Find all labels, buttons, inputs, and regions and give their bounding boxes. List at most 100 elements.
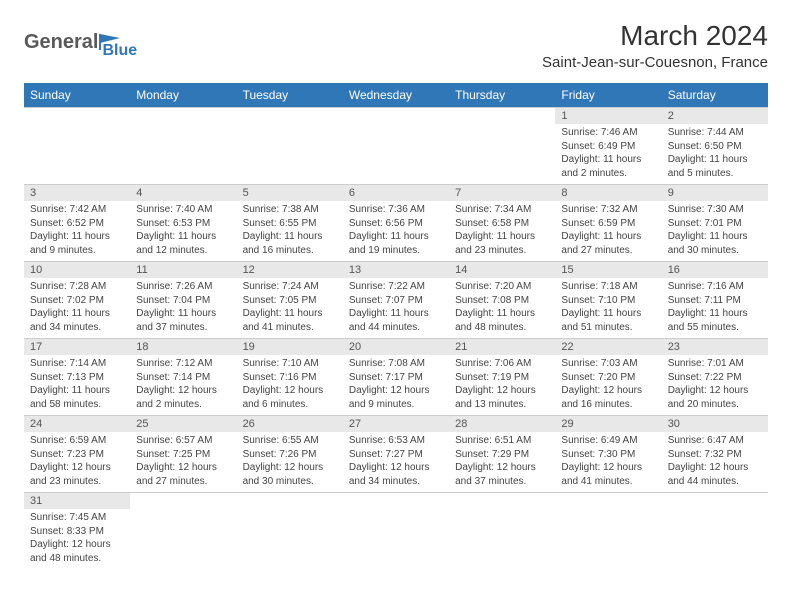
day-line: and 37 minutes. [136,321,230,335]
day-line: and 13 minutes. [455,398,549,412]
day-line: Sunset: 7:16 PM [243,371,337,385]
day-line: and 44 minutes. [349,321,443,335]
day-line: Daylight: 12 hours [668,461,762,475]
day-line: and 58 minutes. [30,398,124,412]
day-cell: 13Sunrise: 7:22 AMSunset: 7:07 PMDayligh… [343,262,449,339]
day-cell: 16Sunrise: 7:16 AMSunset: 7:11 PMDayligh… [662,262,768,339]
day-cell: 2Sunrise: 7:44 AMSunset: 6:50 PMDaylight… [662,108,768,185]
day-line: Sunset: 7:08 PM [455,294,549,308]
day-line: Sunset: 6:58 PM [455,217,549,231]
day-content: Sunrise: 7:14 AMSunset: 7:13 PMDaylight:… [24,355,130,415]
day-line: Sunrise: 7:38 AM [243,203,337,217]
day-content: Sunrise: 7:46 AMSunset: 6:49 PMDaylight:… [555,124,661,184]
day-line: Sunset: 7:19 PM [455,371,549,385]
day-line: Sunset: 7:25 PM [136,448,230,462]
day-number: 26 [237,416,343,432]
day-line: Daylight: 11 hours [668,307,762,321]
day-line: and 9 minutes. [30,244,124,258]
day-line: Sunset: 7:10 PM [561,294,655,308]
logo: General Blue [24,24,137,60]
day-line: Sunrise: 7:03 AM [561,357,655,371]
day-content: Sunrise: 7:42 AMSunset: 6:52 PMDaylight:… [24,201,130,261]
day-line: Daylight: 11 hours [30,307,124,321]
day-number: 11 [130,262,236,278]
day-cell: 27Sunrise: 6:53 AMSunset: 7:27 PMDayligh… [343,416,449,493]
day-header-saturday: Saturday [662,83,768,108]
day-number: 13 [343,262,449,278]
day-line: Daylight: 12 hours [30,461,124,475]
day-line: Daylight: 11 hours [30,230,124,244]
day-cell: 26Sunrise: 6:55 AMSunset: 7:26 PMDayligh… [237,416,343,493]
day-cell: 23Sunrise: 7:01 AMSunset: 7:22 PMDayligh… [662,339,768,416]
calendar-table: Sunday Monday Tuesday Wednesday Thursday… [24,83,768,569]
day-cell: 8Sunrise: 7:32 AMSunset: 6:59 PMDaylight… [555,185,661,262]
day-content: Sunrise: 6:47 AMSunset: 7:32 PMDaylight:… [662,432,768,492]
day-line: and 48 minutes. [455,321,549,335]
day-line: Sunset: 7:17 PM [349,371,443,385]
day-number: 17 [24,339,130,355]
day-cell: 17Sunrise: 7:14 AMSunset: 7:13 PMDayligh… [24,339,130,416]
day-number: 15 [555,262,661,278]
day-line: and 41 minutes. [561,475,655,489]
day-line: Daylight: 11 hours [561,307,655,321]
day-line: and 55 minutes. [668,321,762,335]
day-cell: 1Sunrise: 7:46 AMSunset: 6:49 PMDaylight… [555,108,661,185]
day-cell: 15Sunrise: 7:18 AMSunset: 7:10 PMDayligh… [555,262,661,339]
day-line: Daylight: 11 hours [136,307,230,321]
day-cell [237,493,343,570]
day-line: Sunrise: 6:47 AM [668,434,762,448]
day-cell: 9Sunrise: 7:30 AMSunset: 7:01 PMDaylight… [662,185,768,262]
day-number: 29 [555,416,661,432]
day-line: Sunrise: 7:22 AM [349,280,443,294]
day-number: 28 [449,416,555,432]
day-line: Sunset: 7:02 PM [30,294,124,308]
day-line: Daylight: 11 hours [668,153,762,167]
day-line: Sunrise: 7:32 AM [561,203,655,217]
day-number: 27 [343,416,449,432]
day-cell: 14Sunrise: 7:20 AMSunset: 7:08 PMDayligh… [449,262,555,339]
day-line: Daylight: 12 hours [455,461,549,475]
day-line: Daylight: 12 hours [668,384,762,398]
day-number: 31 [24,493,130,509]
day-number: 1 [555,108,661,124]
day-number: 6 [343,185,449,201]
day-header-thursday: Thursday [449,83,555,108]
day-line: Sunset: 7:32 PM [668,448,762,462]
day-number: 16 [662,262,768,278]
day-line: Daylight: 11 hours [243,230,337,244]
day-cell: 10Sunrise: 7:28 AMSunset: 7:02 PMDayligh… [24,262,130,339]
week-row: 3Sunrise: 7:42 AMSunset: 6:52 PMDaylight… [24,185,768,262]
day-number: 18 [130,339,236,355]
day-content: Sunrise: 6:51 AMSunset: 7:29 PMDaylight:… [449,432,555,492]
day-line: Sunrise: 7:30 AM [668,203,762,217]
day-cell [662,493,768,570]
day-line: Daylight: 11 hours [349,307,443,321]
day-header-wednesday: Wednesday [343,83,449,108]
day-content: Sunrise: 7:44 AMSunset: 6:50 PMDaylight:… [662,124,768,184]
day-cell [130,493,236,570]
day-line: and 16 minutes. [561,398,655,412]
day-number: 2 [662,108,768,124]
day-number: 21 [449,339,555,355]
day-line: and 2 minutes. [561,167,655,181]
day-line: Daylight: 12 hours [30,538,124,552]
day-cell: 22Sunrise: 7:03 AMSunset: 7:20 PMDayligh… [555,339,661,416]
day-line: and 16 minutes. [243,244,337,258]
day-line: Sunrise: 6:53 AM [349,434,443,448]
day-line: Sunrise: 7:36 AM [349,203,443,217]
day-content: Sunrise: 7:16 AMSunset: 7:11 PMDaylight:… [662,278,768,338]
day-number: 22 [555,339,661,355]
calendar-body: 1Sunrise: 7:46 AMSunset: 6:49 PMDaylight… [24,108,768,570]
day-line: Daylight: 11 hours [455,230,549,244]
day-line: Daylight: 12 hours [349,461,443,475]
day-line: Sunset: 7:05 PM [243,294,337,308]
day-line: Sunrise: 7:40 AM [136,203,230,217]
day-content: Sunrise: 7:03 AMSunset: 7:20 PMDaylight:… [555,355,661,415]
day-content: Sunrise: 6:49 AMSunset: 7:30 PMDaylight:… [555,432,661,492]
day-cell [237,108,343,185]
day-line: and 41 minutes. [243,321,337,335]
day-number: 5 [237,185,343,201]
day-line: Sunrise: 7:20 AM [455,280,549,294]
day-content: Sunrise: 7:40 AMSunset: 6:53 PMDaylight:… [130,201,236,261]
day-content: Sunrise: 7:08 AMSunset: 7:17 PMDaylight:… [343,355,449,415]
